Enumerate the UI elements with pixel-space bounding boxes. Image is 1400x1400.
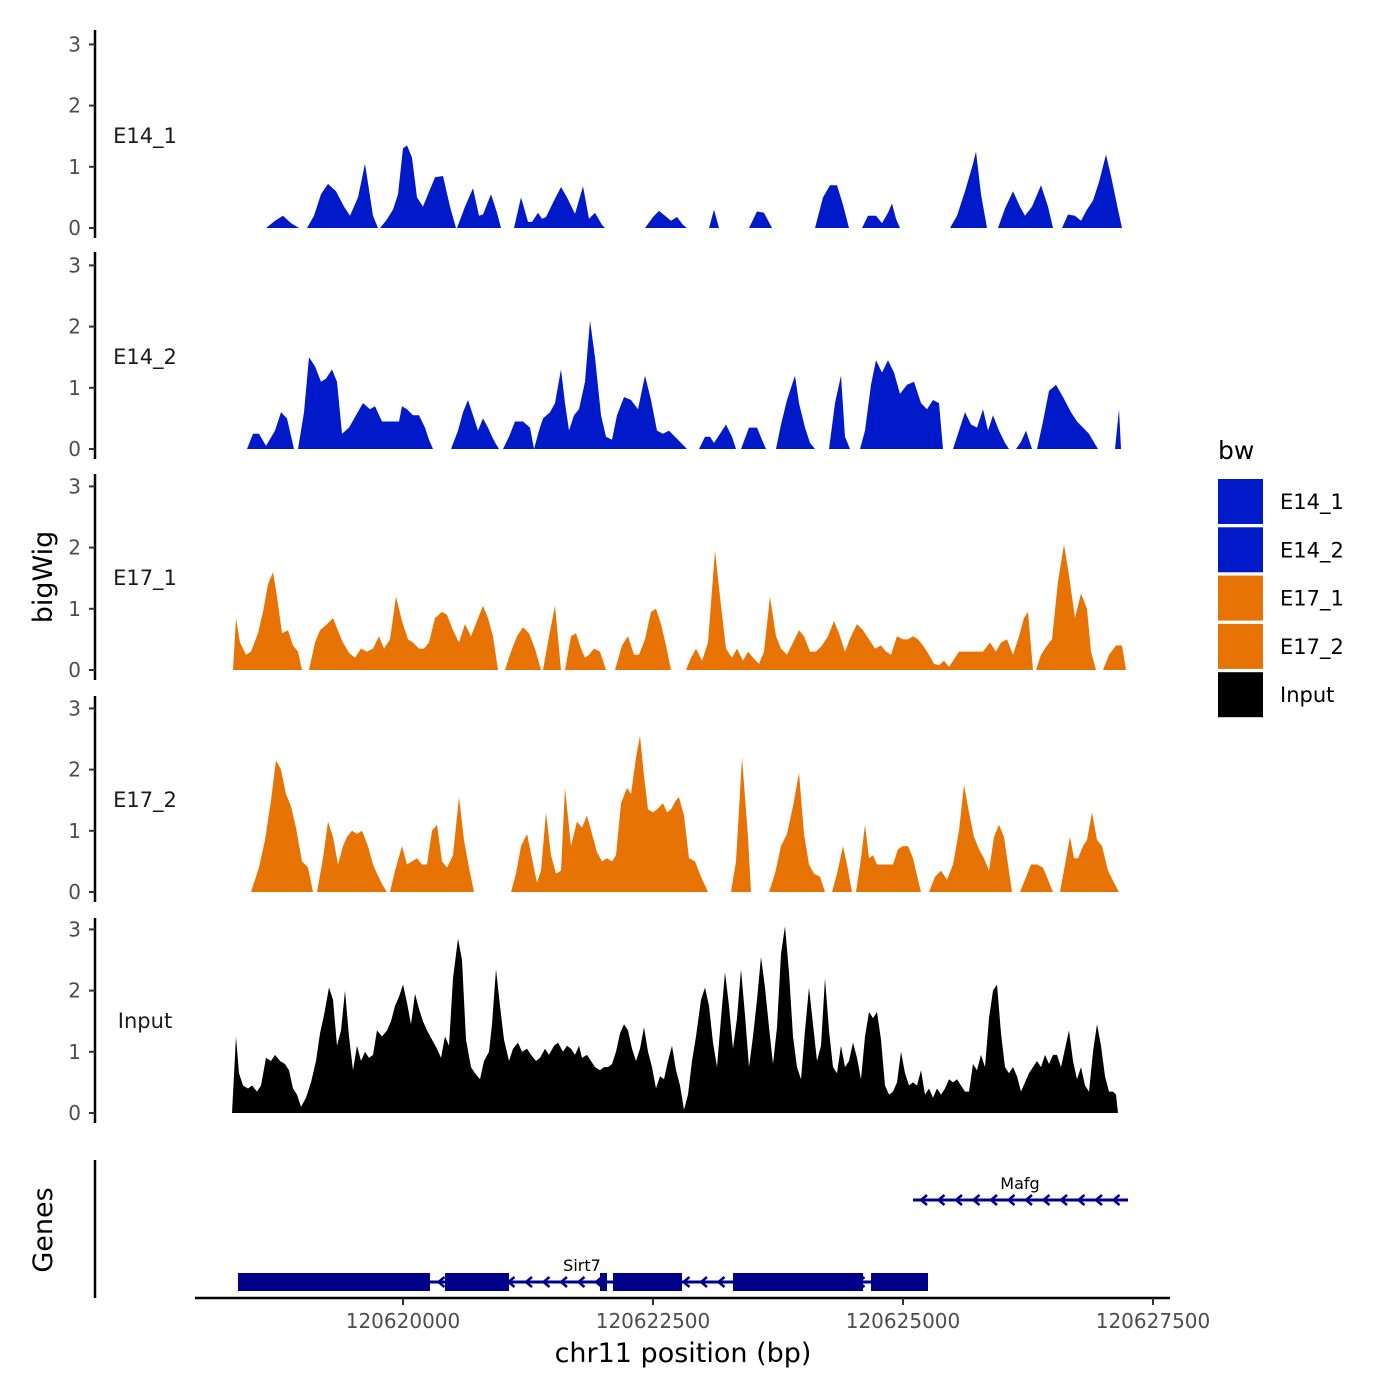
- x-tick-label: 120625000: [846, 1309, 961, 1333]
- strand-arrow: [936, 1194, 946, 1206]
- y-tick-label: 1: [68, 155, 81, 179]
- y-tick-label: 2: [68, 94, 81, 118]
- strand-arrow: [576, 1276, 586, 1288]
- legend-label: E17_2: [1280, 635, 1344, 660]
- strand-arrow: [699, 1276, 708, 1288]
- gene-label: Mafg: [1000, 1174, 1039, 1193]
- tracks: 0 1 2 3 E14_1 0 1 2 3 E14_2 0 1 2 3 E17_1 0 1 2 3 E17_2 0 1 2 3…: [68, 30, 1126, 1125]
- y-tick-label: 2: [68, 315, 81, 339]
- y-tick-label: 0: [68, 880, 81, 904]
- track-e14-1: 0 1 2 3 E14_1: [68, 30, 1122, 240]
- legend: bw E14_1 E14_2 E17_1 E17_2 Input: [1218, 436, 1344, 718]
- x-tick-label: 120622500: [596, 1309, 711, 1333]
- legend-title: bw: [1218, 436, 1254, 465]
- strand-arrow: [681, 1276, 691, 1288]
- y-tick-label: 0: [68, 216, 81, 240]
- y-tick-label: 2: [68, 536, 81, 560]
- y-tick-label: 1: [68, 376, 81, 400]
- y-tick-label: 0: [68, 658, 81, 682]
- legend-swatch: [1218, 575, 1263, 621]
- strand-arrow: [436, 1276, 446, 1288]
- exon: [445, 1273, 509, 1291]
- y-tick-label: 0: [68, 1101, 81, 1125]
- strand-arrow: [1076, 1194, 1086, 1206]
- y-tick-label: 3: [68, 32, 81, 56]
- track-label: E14_1: [113, 124, 177, 149]
- exon: [600, 1273, 607, 1291]
- x-tick-label: 120620000: [346, 1309, 461, 1333]
- legend-swatch: [1218, 479, 1263, 524]
- signal-area-e14-1: [266, 145, 1122, 228]
- track-label: Input: [118, 1009, 172, 1033]
- y-tick-label: 2: [68, 979, 81, 1003]
- legend-swatch: [1218, 623, 1263, 669]
- track-label: E17_1: [113, 566, 177, 591]
- strand-arrow: [716, 1276, 726, 1288]
- legend-label: Input: [1280, 683, 1334, 707]
- strand-arrow: [919, 1194, 928, 1206]
- strand-arrow: [1041, 1194, 1051, 1206]
- signal-area-input: [232, 926, 1118, 1113]
- strand-arrow: [1094, 1194, 1103, 1206]
- y-tick-label: 3: [68, 917, 81, 941]
- x-axis-title: chr11 position (bp): [555, 1338, 812, 1369]
- gene-label: Sirt7: [563, 1256, 601, 1275]
- exon: [733, 1273, 863, 1291]
- legend-swatch: [1218, 527, 1263, 573]
- gene-sirt7: Sirt7: [238, 1256, 928, 1291]
- genes-axis-title: Genes: [28, 1187, 59, 1272]
- legend-label: E14_2: [1280, 538, 1344, 563]
- strand-arrow: [541, 1276, 551, 1288]
- y-tick-label: 1: [68, 1040, 81, 1064]
- strand-arrow: [1006, 1194, 1016, 1206]
- x-tick-label: 120627500: [1096, 1309, 1211, 1333]
- strand-arrow: [954, 1194, 963, 1206]
- y-tick-label: 1: [68, 597, 81, 621]
- strand-arrow: [559, 1276, 568, 1288]
- legend-swatch: [1218, 672, 1263, 718]
- strand-arrow: [1111, 1194, 1121, 1206]
- strand-arrow: [524, 1276, 533, 1288]
- y-tick-label: 3: [68, 696, 81, 720]
- y-tick-label: 1: [68, 819, 81, 843]
- signal-area-e17-2: [251, 735, 1119, 892]
- y-tick-label: 2: [68, 758, 81, 782]
- legend-label: E14_1: [1280, 490, 1344, 515]
- exon: [238, 1273, 430, 1291]
- signal-area-e14-2: [247, 320, 1121, 449]
- track-e14-2: 0 1 2 3 E14_2: [68, 252, 1121, 461]
- track-e17-1: 0 1 2 3 E17_1: [68, 474, 1126, 682]
- track-label: E14_2: [113, 345, 177, 370]
- y-tick-label: 3: [68, 474, 81, 498]
- y-tick-label: 3: [68, 253, 81, 277]
- track-input: 0 1 2 3 Input: [68, 917, 1118, 1125]
- strand-arrow: [971, 1194, 981, 1206]
- x-axis: 120620000 120622500 120625000 120627500: [195, 1296, 1211, 1333]
- strand-arrow: [1059, 1194, 1068, 1206]
- y-axis-title: bigWig: [28, 531, 59, 624]
- track-e17-2: 0 1 2 3 E17_2: [68, 696, 1119, 904]
- strand-arrow: [1024, 1194, 1033, 1206]
- signal-area-e17-1: [233, 544, 1126, 670]
- legend-label: E17_1: [1280, 587, 1344, 612]
- genes-panel: Mafg Sirt7: [93, 1160, 1128, 1298]
- gene-mafg: Mafg: [913, 1174, 1128, 1206]
- track-label: E17_2: [113, 788, 177, 813]
- exon: [871, 1273, 928, 1291]
- exon: [613, 1273, 682, 1291]
- strand-arrow: [989, 1194, 998, 1206]
- y-tick-label: 0: [68, 437, 81, 461]
